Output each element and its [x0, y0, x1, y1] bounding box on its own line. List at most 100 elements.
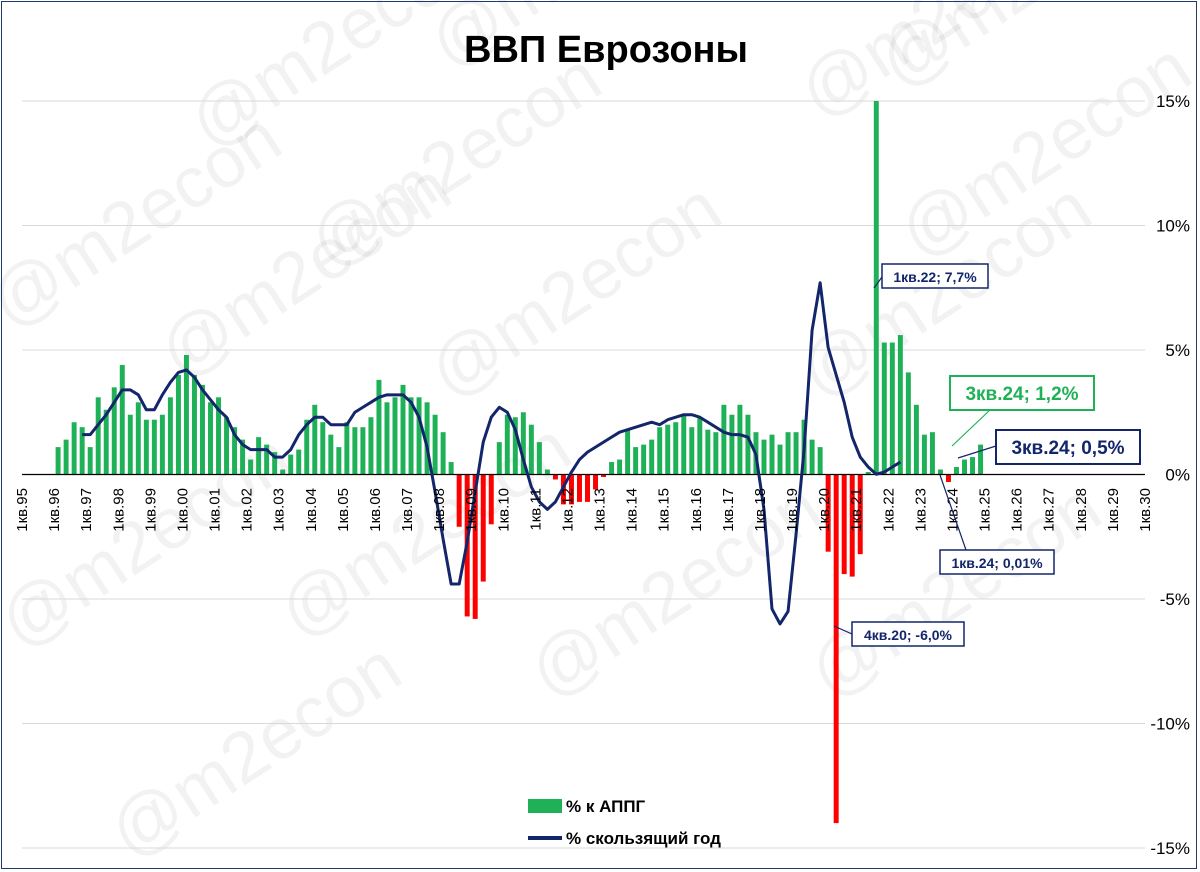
bar — [544, 469, 550, 475]
x-tick-label: 1кв.17 — [720, 488, 737, 532]
bar — [448, 462, 454, 475]
bar — [745, 414, 751, 475]
bar — [673, 422, 679, 475]
bar — [857, 474, 863, 555]
x-tick-label: 1кв.96 — [46, 488, 63, 532]
x-tick-label: 1кв.25 — [977, 488, 994, 532]
bar — [480, 474, 486, 582]
bar — [504, 414, 510, 475]
bar — [312, 404, 318, 475]
bar — [256, 437, 262, 475]
bar — [785, 432, 791, 475]
bar — [336, 447, 342, 475]
bar — [288, 454, 294, 475]
bar — [159, 414, 165, 475]
bar — [472, 474, 478, 619]
bar — [617, 459, 623, 475]
legend-bar-label: % к АППГ — [566, 797, 646, 816]
x-tick-label: 1кв.20 — [816, 488, 833, 532]
bar — [71, 422, 77, 475]
bar — [737, 404, 743, 475]
bar — [408, 397, 414, 475]
x-tick-label: 1кв.23 — [912, 488, 929, 532]
bar — [352, 427, 358, 475]
x-tick-label: 1кв.21 — [848, 488, 865, 532]
bar — [456, 474, 462, 527]
bar — [143, 419, 149, 475]
bar — [63, 439, 69, 475]
x-tick-label: 1кв.97 — [78, 488, 95, 532]
bar — [400, 384, 406, 475]
annotation-label: 3кв.24; 0,5% — [1011, 438, 1124, 459]
x-tick-label: 1кв.04 — [303, 488, 320, 532]
bar — [224, 417, 230, 475]
x-tick-label: 1кв.27 — [1041, 488, 1058, 532]
bar — [962, 459, 967, 475]
bar — [978, 444, 984, 475]
bar — [633, 447, 639, 475]
x-tick-label: 1кв.19 — [784, 488, 801, 532]
x-tick-label: 1кв.07 — [399, 488, 416, 532]
x-tick-label: 1кв.15 — [656, 488, 673, 532]
x-tick-label: 1кв.11 — [527, 488, 544, 531]
bar — [119, 364, 125, 475]
y-tick-label: -10% — [1150, 715, 1190, 734]
bar — [280, 469, 286, 475]
annotation-leader — [951, 409, 991, 447]
bar — [175, 374, 181, 475]
bar — [897, 335, 903, 475]
x-tick-label: 1кв.05 — [335, 488, 352, 532]
y-tick-label: 0% — [1165, 466, 1190, 485]
bar — [865, 472, 871, 475]
bar — [392, 397, 398, 475]
bar — [344, 422, 350, 475]
bar — [103, 409, 109, 475]
bar — [512, 417, 518, 475]
bar — [825, 474, 831, 552]
bar — [945, 474, 951, 482]
bar — [970, 457, 976, 475]
x-axis: 1кв.95 1кв.96 1кв.97 1кв.98 1кв.99 1кв.00 1кв.… — [14, 488, 1154, 532]
y-tick-label: 15% — [1156, 92, 1190, 111]
bar — [721, 404, 727, 475]
bar — [368, 417, 374, 475]
bar — [913, 404, 919, 475]
bar — [689, 427, 695, 475]
annotation-label: 4кв.20; -6,0% — [864, 627, 953, 643]
bar — [657, 427, 663, 475]
bar — [601, 474, 607, 477]
annotation-leader — [957, 445, 997, 459]
x-tick-label: 1кв.12 — [559, 488, 576, 532]
y-tick-label: 5% — [1165, 341, 1190, 360]
x-tick-label: 1кв.08 — [431, 488, 448, 532]
bar — [55, 447, 61, 475]
x-tick-label: 1кв.02 — [239, 488, 256, 532]
bar — [496, 442, 502, 475]
x-tick-label: 1кв.18 — [752, 488, 769, 532]
bar — [208, 402, 213, 475]
line-path — [82, 281, 902, 626]
annotation-label: 1кв.24; 0,01% — [951, 555, 1043, 571]
bar — [729, 414, 735, 475]
x-tick-label: 1кв.26 — [1009, 488, 1026, 532]
chart-title: ВВП Еврозоны — [464, 29, 748, 71]
annotation-box — [949, 375, 1095, 411]
bar — [649, 439, 655, 475]
bar — [79, 427, 85, 475]
bar — [568, 474, 574, 505]
bar — [151, 419, 157, 475]
bar — [272, 452, 278, 475]
line-series — [82, 281, 902, 626]
y-tick-label: -15% — [1150, 839, 1190, 858]
bar — [304, 419, 310, 475]
x-tick-label: 1кв.00 — [174, 488, 191, 532]
bar — [264, 444, 270, 475]
x-tick-label: 1кв.14 — [624, 488, 641, 532]
gridlines — [22, 100, 1145, 849]
bar — [528, 424, 534, 475]
bar — [360, 427, 366, 475]
bar — [833, 474, 839, 824]
bar — [817, 447, 823, 475]
